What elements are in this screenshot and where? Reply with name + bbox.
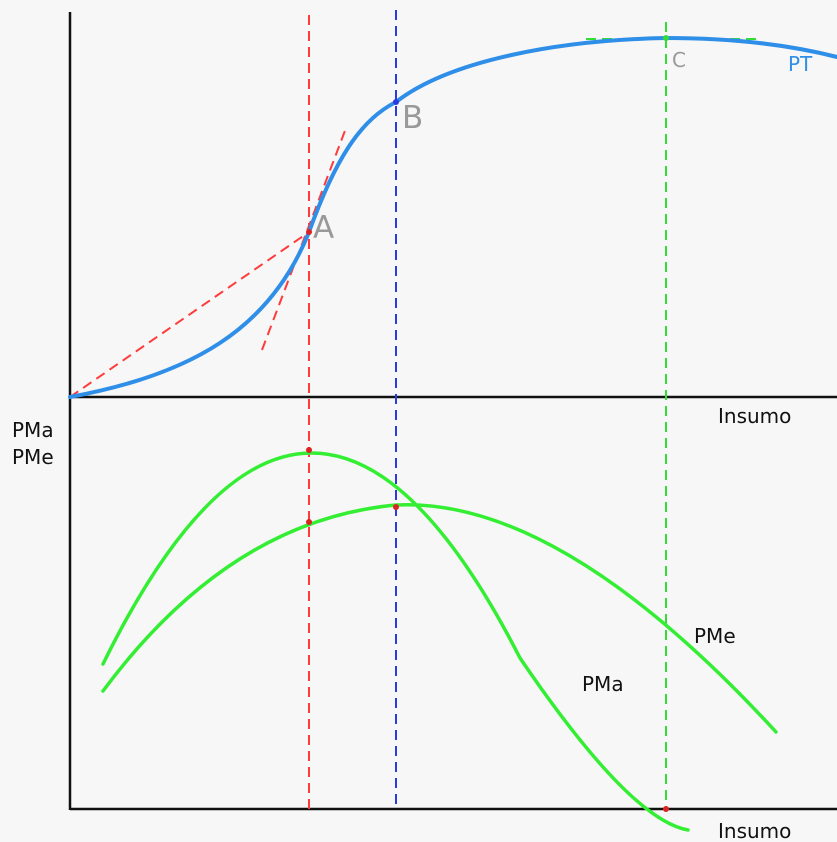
pme-max-marker [393,504,399,510]
label-a: A [313,210,334,246]
pma-pme-cross-marker [306,519,312,525]
pma-curve [101,451,690,832]
point-b-marker [393,99,399,105]
pma-max-marker [306,447,312,453]
label-c: C [672,48,686,72]
label-pme-curve: PMe [694,624,736,648]
ray-from-origin [69,231,310,398]
pme-curve [101,503,778,734]
label-x-axis-top: Insumo [718,404,791,428]
point-c-marker [663,35,669,41]
label-x-axis-bottom: Insumo [718,819,791,842]
tangent-lines [69,38,760,398]
axes [68,12,837,811]
label-pt: PT [788,52,813,76]
label-y-axis-pme: PMe [12,445,54,469]
vertical-guides [308,10,667,810]
label-pma-curve: PMa [582,672,624,696]
marker-points [306,35,669,812]
label-y-axis-pma: PMa [12,418,54,442]
pt-curve [68,35,837,399]
point-a-marker [306,229,312,235]
pma-zero-marker [663,806,669,812]
labels: A B C PT Insumo PMa PMe PMe PMa Insumo [12,48,813,842]
label-b: B [402,100,423,136]
